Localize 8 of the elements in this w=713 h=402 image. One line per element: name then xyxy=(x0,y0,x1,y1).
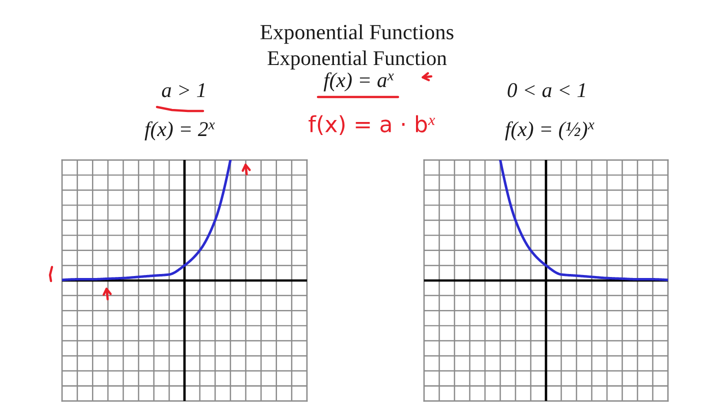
text: f(x) = a$^{x}$ xyxy=(324,72,394,92)
text: Exponential Function xyxy=(268,50,447,70)
chart-subtitle: f(x) = (½)$^{x}$ xyxy=(505,121,594,140)
text: Exponential Functions xyxy=(260,24,454,44)
chart-title: a > 1 xyxy=(162,83,204,98)
chart-title: 0 < a < 1 xyxy=(508,83,585,98)
chart-subtitle: f(x) = 2$^{x}$ xyxy=(144,121,215,140)
text: f(x) = a · b$^{x}$ xyxy=(308,115,436,136)
